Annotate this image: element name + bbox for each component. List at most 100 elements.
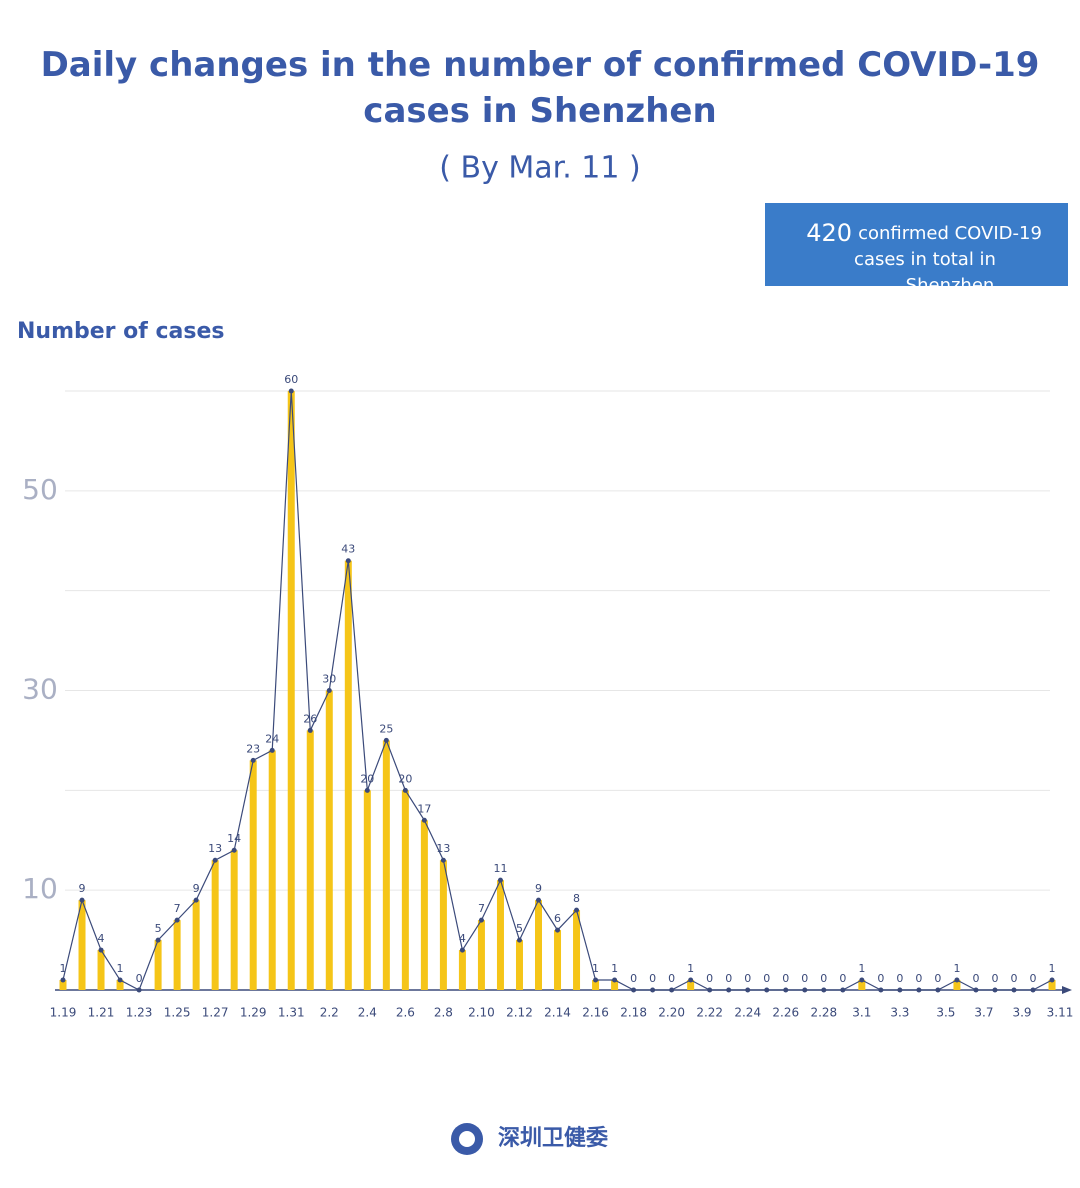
point: [707, 987, 713, 993]
point: [345, 558, 351, 564]
point: [593, 977, 599, 983]
bar: [344, 560, 352, 990]
point: [878, 987, 884, 993]
x-tick-label: 2.24: [734, 1006, 761, 1020]
point: [421, 817, 427, 823]
bar: [192, 900, 200, 990]
bar: [858, 980, 866, 990]
logo: [451, 1123, 483, 1155]
value-label: 0: [744, 972, 751, 985]
point: [440, 857, 446, 863]
value-label: 4: [98, 932, 105, 945]
x-tick-label: 1.19: [50, 1006, 77, 1020]
value-label: 8: [573, 892, 580, 905]
bar: [420, 820, 428, 990]
value-label: 14: [227, 832, 241, 845]
point: [992, 987, 998, 993]
bar: [59, 980, 67, 990]
x-tick-label: 1.31: [278, 1006, 305, 1020]
value-label: 1: [858, 962, 865, 975]
point: [326, 688, 332, 693]
value-label: 0: [839, 972, 846, 985]
bar: [515, 940, 523, 990]
point: [307, 727, 313, 733]
point: [783, 987, 789, 993]
bar: [687, 980, 695, 990]
point: [954, 977, 960, 983]
value-label: 60: [284, 373, 298, 386]
value-label: 5: [516, 922, 523, 935]
bar: [401, 790, 409, 990]
value-label: 11: [493, 862, 507, 875]
bar: [306, 730, 314, 990]
value-label: 0: [991, 972, 998, 985]
point: [478, 917, 484, 923]
point: [669, 987, 675, 993]
value-label: 1: [60, 962, 67, 975]
bar: [458, 950, 466, 990]
y-tick-label: 50: [22, 473, 58, 506]
value-label: 0: [820, 972, 827, 985]
x-tick-label: 2.26: [772, 1006, 799, 1020]
bar: [78, 900, 86, 990]
bar: [268, 750, 276, 990]
point: [231, 847, 237, 853]
bar: [382, 740, 390, 990]
bar: [535, 900, 542, 990]
value-label: 0: [934, 972, 941, 985]
value-label: 7: [174, 902, 181, 915]
value-label: 1: [953, 962, 960, 975]
point: [1011, 987, 1017, 993]
y-tick-label: 30: [22, 673, 58, 706]
value-label: 0: [782, 972, 789, 985]
point: [98, 947, 104, 953]
bar: [496, 880, 504, 990]
point: [897, 987, 903, 993]
value-label: 4: [459, 932, 466, 945]
chart-title: Daily changes in the number of confirmed…: [41, 45, 1040, 131]
point: [631, 987, 637, 993]
point: [193, 897, 199, 903]
chart-subtitle: ( By Mar. 11 ): [439, 151, 640, 186]
point: [688, 977, 694, 983]
value-label: 20: [398, 772, 412, 785]
point: [612, 977, 618, 983]
x-tick-label: 2.12: [506, 1006, 533, 1020]
value-label: 24: [265, 732, 279, 745]
bar: [477, 920, 485, 990]
x-axis-arrow: [1062, 986, 1072, 994]
x-tick-label: 1.25: [164, 1006, 191, 1020]
bar: [287, 391, 295, 990]
point: [155, 937, 161, 943]
x-tick-label: 3.9: [1012, 1006, 1031, 1020]
value-label: 6: [554, 912, 561, 925]
point: [136, 987, 142, 993]
value-label: 0: [877, 972, 884, 985]
value-label: 1: [687, 962, 694, 975]
value-label: 43: [341, 543, 355, 556]
bar: [554, 930, 562, 990]
x-tick-label: 2.8: [434, 1006, 453, 1020]
x-tick-label: 1.23: [126, 1006, 153, 1020]
value-label: 5: [155, 922, 162, 935]
bar: [325, 690, 333, 990]
bar: [573, 910, 581, 990]
point: [459, 947, 465, 953]
bar: [154, 940, 162, 990]
point: [288, 388, 294, 394]
point: [840, 987, 846, 993]
value-label: 13: [208, 842, 222, 855]
point: [383, 737, 389, 743]
value-label: 0: [1030, 972, 1037, 985]
x-tick-label: 3.7: [974, 1006, 993, 1020]
point: [1030, 987, 1036, 993]
value-label: 30: [322, 673, 336, 686]
bar: [116, 980, 124, 990]
bar: [439, 860, 447, 990]
value-label: 0: [725, 972, 732, 985]
point: [364, 787, 370, 793]
x-tick-label: 1.27: [202, 1006, 229, 1020]
point: [650, 987, 656, 993]
bar: [173, 920, 181, 990]
